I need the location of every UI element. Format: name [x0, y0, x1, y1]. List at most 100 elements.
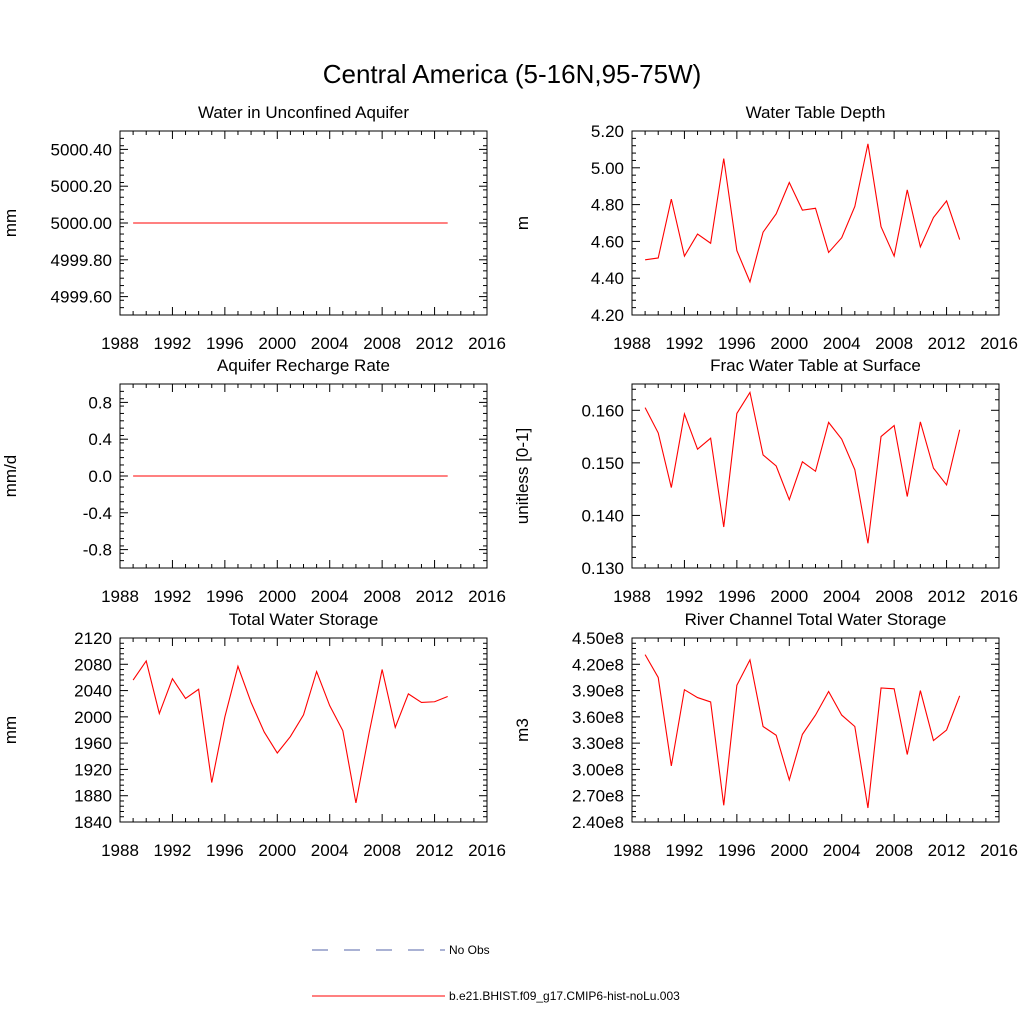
chart-1-ytick-label: 5.00 — [591, 159, 624, 178]
chart-5-series-line-0 — [644, 654, 961, 809]
chart-3-xtick-label: 1988 — [613, 587, 651, 606]
chart-4-ytick-label: 2000 — [74, 708, 112, 727]
chart-4-frame — [119, 637, 488, 823]
chart-5-ytick-label: 3.90e8 — [572, 682, 624, 701]
chart-3-ytick-label: 0.150 — [581, 454, 624, 473]
chart-5-ylabel: m3 — [513, 718, 532, 742]
chart-3-xtick-label: 1996 — [718, 587, 756, 606]
chart-5-xtick-label: 1996 — [718, 841, 756, 860]
chart-4-series-line-0 — [132, 659, 448, 804]
chart-0-xtick-label: 2004 — [311, 334, 349, 353]
chart-3-xtick-label: 1992 — [666, 587, 704, 606]
chart-5-ytick-label: 2.70e8 — [572, 787, 624, 806]
chart-1-xtick-label: 2004 — [823, 334, 861, 353]
chart-0-title: Water in Unconfined Aquifer — [198, 103, 409, 122]
chart-2-title: Aquifer Recharge Rate — [217, 356, 390, 375]
chart-0-ytick-label: 4999.60 — [51, 288, 112, 307]
chart-5-ytick-label: 3.60e8 — [572, 708, 624, 727]
chart-1-ytick-label: 4.80 — [591, 196, 624, 215]
chart-4-xtick-label: 1992 — [154, 841, 192, 860]
chart-2-ylabel: mm/d — [1, 455, 20, 498]
chart-2-xtick-label: 2016 — [468, 587, 506, 606]
chart-5-xtick-label: 2016 — [980, 841, 1018, 860]
chart-1-xtick-label: 1996 — [718, 334, 756, 353]
chart-3-xtick-label: 2004 — [823, 587, 861, 606]
chart-2-xtick-label: 1992 — [154, 587, 192, 606]
chart-1-ytick-label: 4.20 — [591, 306, 624, 325]
chart-1-xtick-label: 1988 — [613, 334, 651, 353]
chart-3-title: Frac Water Table at Surface — [710, 356, 921, 375]
chart-5-ytick-label: 2.40e8 — [572, 813, 624, 832]
chart-0-xtick-label: 2016 — [468, 334, 506, 353]
chart-2-xtick-label: 1996 — [206, 587, 244, 606]
chart-1-xtick-label: 2008 — [875, 334, 913, 353]
chart-4-ytick-label: 2120 — [74, 629, 112, 648]
chart-3-ytick-label: 0.160 — [581, 401, 624, 420]
chart-3-xtick-label: 2000 — [770, 587, 808, 606]
chart-5-ytick-label: 4.20e8 — [572, 655, 624, 674]
chart-5-xtick-label: 1992 — [666, 841, 704, 860]
chart-4-xtick-label: 2012 — [416, 841, 454, 860]
chart-4-title: Total Water Storage — [229, 610, 379, 629]
chart-1-ylabel: m — [513, 216, 532, 230]
chart-4-ylabel: mm — [1, 716, 20, 744]
chart-3-ytick-label: 0.140 — [581, 506, 624, 525]
chart-5-frame — [631, 637, 1000, 823]
chart-4-xtick-label: 1988 — [101, 841, 139, 860]
chart-5-ytick-label: 4.50e8 — [572, 629, 624, 648]
chart-0-xtick-label: 2012 — [416, 334, 454, 353]
legend-label-model: b.e21.BHIST.f09_g17.CMIP6-hist-noLu.003 — [449, 989, 680, 1003]
chart-0-xtick-label: 1992 — [154, 334, 192, 353]
chart-0-ytick-label: 5000.40 — [51, 140, 112, 159]
chart-1-series-line-0 — [645, 143, 961, 284]
figure-title: Central America (5-16N,95-75W) — [323, 59, 702, 89]
chart-4-ytick-label: 1960 — [74, 734, 112, 753]
chart-3-xtick-label: 2008 — [875, 587, 913, 606]
chart-1-xtick-label: 1992 — [666, 334, 704, 353]
chart-2-ytick-label: 0.0 — [88, 467, 112, 486]
chart-0-ytick-label: 5000.20 — [51, 177, 112, 196]
legend: No Obs b.e21.BHIST.f09_g17.CMIP6-hist-no… — [312, 943, 680, 1003]
legend-label-no-obs: No Obs — [449, 943, 490, 957]
chart-2-ytick-label: -0.8 — [83, 541, 112, 560]
chart-2-xtick-label: 2008 — [363, 587, 401, 606]
chart-3-ytick-label: 0.130 — [581, 559, 624, 578]
chart-5-ytick-label: 3.00e8 — [572, 760, 624, 779]
chart-1-title: Water Table Depth — [746, 103, 886, 122]
chart-1-xtick-label: 2016 — [980, 334, 1018, 353]
chart-4-xtick-label: 2000 — [258, 841, 296, 860]
chart-3-series-line-0 — [644, 390, 961, 544]
chart-0-ytick-label: 5000.00 — [51, 214, 112, 233]
chart-3-frame — [631, 383, 1000, 569]
chart-2: Aquifer Recharge Rate mm/d 1988 1992 1996 200… — [1, 356, 506, 606]
chart-panels: Water in Unconfined Aquifer mm 1988 1992 199… — [1, 103, 1018, 860]
chart-5-ytick-label: 3.30e8 — [572, 734, 624, 753]
chart-0-xtick-label: 2000 — [258, 334, 296, 353]
chart-0-xtick-label: 2008 — [363, 334, 401, 353]
chart-4-xtick-label: 2008 — [363, 841, 401, 860]
chart-5-xtick-label: 2008 — [875, 841, 913, 860]
chart-1-ytick-label: 4.40 — [591, 269, 624, 288]
chart-1-xtick-label: 2012 — [928, 334, 966, 353]
chart-4-ytick-label: 1880 — [74, 787, 112, 806]
chart-1-ytick-label: 4.60 — [591, 232, 624, 251]
chart-4-xtick-label: 2016 — [468, 841, 506, 860]
chart-0-ytick-label: 4999.80 — [51, 251, 112, 270]
chart-1-xtick-label: 2000 — [770, 334, 808, 353]
chart-2-ytick-label: 0.8 — [88, 393, 112, 412]
chart-4-xtick-label: 1996 — [206, 841, 244, 860]
chart-4-ytick-label: 1920 — [74, 760, 112, 779]
chart-0-xtick-label: 1996 — [206, 334, 244, 353]
chart-0-ylabel: mm — [1, 209, 20, 237]
chart-5-xtick-label: 1988 — [613, 841, 651, 860]
chart-4: Total Water Storage mm 1988 1992 1996 2000 200… — [1, 610, 506, 860]
chart-3-xtick-label: 2016 — [980, 587, 1018, 606]
chart-2-xtick-label: 1988 — [101, 587, 139, 606]
chart-5-xtick-label: 2004 — [823, 841, 861, 860]
chart-4-ytick-label: 1840 — [74, 813, 112, 832]
chart-4-ytick-label: 2040 — [74, 682, 112, 701]
chart-1: Water Table Depth m 1988 1992 1996 2000 2004 20… — [513, 103, 1018, 353]
chart-2-ytick-label: -0.4 — [83, 504, 112, 523]
chart-0: Water in Unconfined Aquifer mm 1988 1992 199… — [1, 103, 506, 353]
